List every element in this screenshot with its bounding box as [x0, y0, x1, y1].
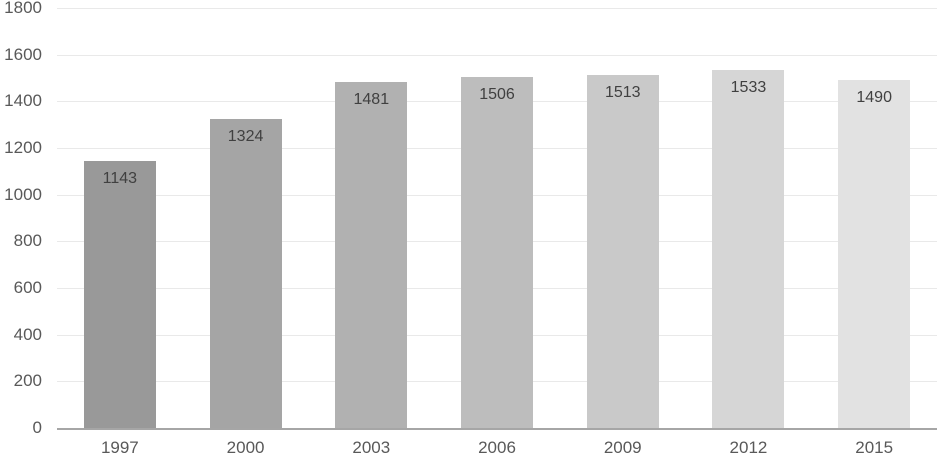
y-axis-tick-label: 1600: [4, 44, 42, 64]
x-axis-tick-label: 1997: [100, 438, 139, 457]
y-axis-tick-label: 400: [13, 324, 42, 344]
data-label: 1324: [227, 128, 264, 145]
plot-area: 1143 1324 1481 1506 1513 1533 1490: [57, 8, 937, 430]
data-label: 1533: [730, 79, 767, 96]
y-axis: 0 200 400 600 800 1000 1200 1400 1600 1800: [0, 0, 42, 458]
gridline: [57, 54, 937, 56]
y-axis-tick-label: 600: [13, 278, 42, 297]
x-axis-tick-label: 2003: [352, 438, 391, 457]
bar-slot: 1481: [308, 8, 434, 428]
bar-1997: 1143: [83, 161, 156, 428]
y-axis-tick-label: 200: [13, 371, 42, 391]
y-axis-tick-label: 0: [32, 418, 42, 437]
bar-slot: 1533: [686, 8, 812, 428]
data-label: 1143: [102, 170, 138, 187]
data-label: 1481: [353, 91, 390, 108]
data-label: 1490: [856, 89, 892, 106]
y-axis-tick-label: 1400: [4, 91, 42, 111]
bar-slot: 1143: [57, 8, 183, 428]
x-axis-line: [57, 428, 937, 430]
data-label: 1506: [479, 86, 515, 103]
bars: 1143 1324 1481 1506 1513 1533 1490: [57, 8, 937, 428]
x-axis-tick-label: 2009: [603, 438, 642, 457]
y-axis-tick-label: 1800: [4, 0, 42, 17]
bar-2003: 1481: [335, 82, 408, 428]
bar-slot: 1324: [183, 8, 309, 428]
y-axis-tick-label: 1200: [4, 138, 42, 157]
bar-2012: 1533: [712, 70, 785, 428]
x-axis: 1997 2000 2003 2006 2009 2012 2015: [57, 437, 937, 458]
gridline: [57, 8, 937, 9]
bar-2015: 1490: [838, 80, 911, 428]
x-axis-tick-label: 2012: [729, 438, 768, 457]
bar-slot: 1490: [811, 8, 937, 428]
bar-2009: 1513: [586, 75, 659, 428]
y-axis-tick-label: 1000: [4, 184, 42, 204]
x-axis-tick-label: 2006: [478, 438, 516, 457]
y-axis-tick-label: 800: [13, 231, 42, 251]
bar-slot: 1506: [434, 8, 560, 428]
bar-slot: 1513: [560, 8, 686, 428]
bar-2006: 1506: [461, 77, 534, 428]
data-label: 1513: [604, 84, 641, 101]
x-axis-tick-label: 2015: [855, 438, 894, 457]
x-axis-tick-label: 2000: [226, 438, 265, 457]
bar-2000: 1324: [209, 119, 282, 428]
